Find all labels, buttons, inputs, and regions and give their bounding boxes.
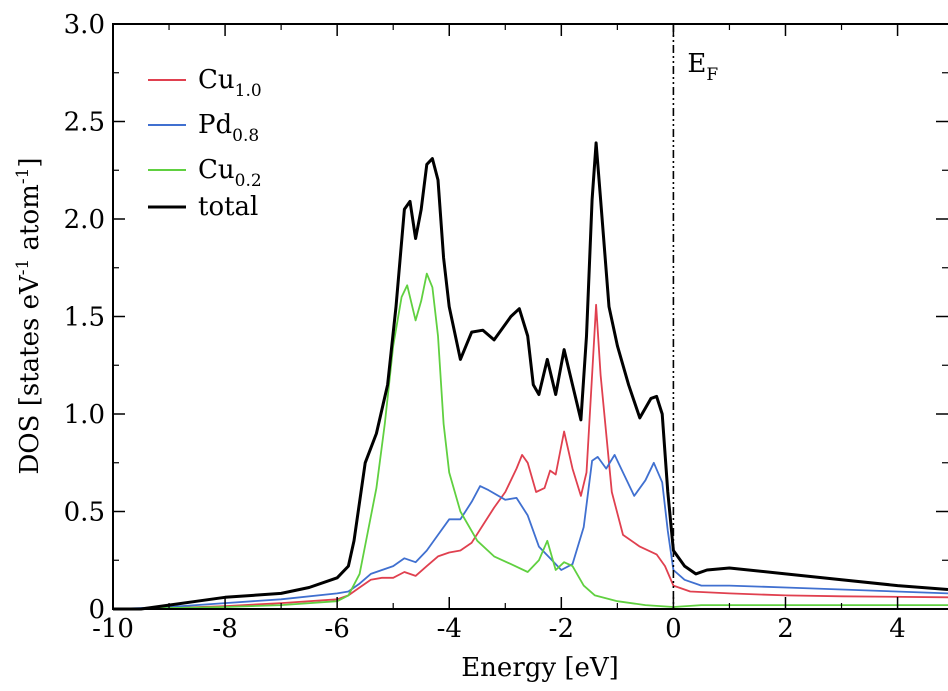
y-tick-label: 2.0 <box>64 205 105 235</box>
fermi-level-label: EF <box>687 49 718 85</box>
y-tick-label: 1.0 <box>64 400 105 430</box>
series-line-cu1-0 <box>112 303 948 610</box>
x-tick-label: -6 <box>324 614 349 644</box>
x-tick-label: 0 <box>665 614 682 644</box>
legend-label: Cu0.2 <box>198 155 262 191</box>
y-axis-title: DOS [states eV-1 atom-1] <box>13 157 45 474</box>
y-tick-label: 0 <box>88 595 105 625</box>
legend-label: Pd0.8 <box>198 110 259 146</box>
y-tick-label: 2.5 <box>64 108 105 138</box>
legend-label: total <box>198 192 258 222</box>
x-tick-label: -10 <box>92 614 134 644</box>
x-tick-label: 2 <box>777 614 794 644</box>
series-line-cu0-2 <box>112 272 948 610</box>
x-tick-label: -2 <box>549 614 574 644</box>
y-tick-label: 1.5 <box>64 303 105 333</box>
series-line-pd0-8 <box>112 454 948 610</box>
x-tick-label: -4 <box>437 614 462 644</box>
x-tick-label: 4 <box>889 614 906 644</box>
x-axis-title: Energy [eV] <box>461 653 619 683</box>
series-line-total <box>113 141 948 611</box>
y-tick-label: 0.5 <box>64 498 105 528</box>
x-tick-label: -8 <box>212 614 237 644</box>
y-tick-label: 3.0 <box>64 10 105 40</box>
legend-label: Cu1.0 <box>198 65 262 101</box>
